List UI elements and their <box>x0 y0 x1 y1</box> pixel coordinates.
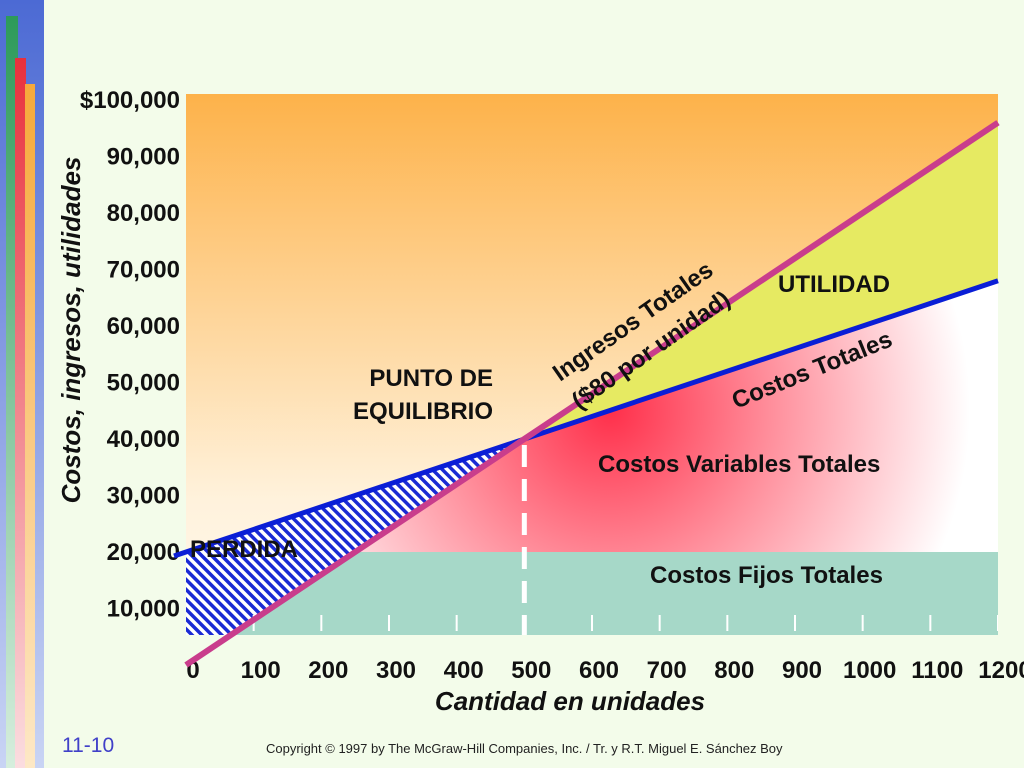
x-tick-label: 100 <box>241 657 281 684</box>
y-tick-label: 60,000 <box>107 313 180 340</box>
break-even-label-line1: PUNTO DE <box>369 365 493 392</box>
y-tick-label: 30,000 <box>107 483 180 510</box>
variable-costs-label: Costos Variables Totales <box>598 451 880 478</box>
loss-label: PERDIDA <box>190 536 298 563</box>
copyright-notice: Copyright © 1997 by The McGraw-Hill Comp… <box>266 741 783 756</box>
x-axis-title: Cantidad en unidades <box>435 686 705 716</box>
x-tick-label: 900 <box>782 657 822 684</box>
y-tick-label: 10,000 <box>107 596 180 623</box>
break-even-label-line2: EQUILIBRIO <box>353 398 493 425</box>
x-tick-label: 1100 <box>911 657 963 684</box>
x-tick-label: 700 <box>647 657 687 684</box>
x-tick-label: 600 <box>579 657 619 684</box>
x-tick-label: 300 <box>376 657 416 684</box>
y-tick-label: 50,000 <box>107 370 180 397</box>
fixed-costs-label: Costos Fijos Totales <box>650 562 883 589</box>
y-tick-label: 80,000 <box>107 200 180 227</box>
y-tick-label: 70,000 <box>107 257 180 284</box>
x-tick-label: 800 <box>714 657 754 684</box>
x-tick-label: 500 <box>511 657 551 684</box>
y-axis-title: Costos, ingresos, utilidades <box>56 157 86 504</box>
left-decorative-bars <box>0 0 44 768</box>
total-costs-line <box>173 278 999 559</box>
x-tick-label: 1200 <box>978 657 1024 684</box>
y-tick-label: 20,000 <box>107 539 180 566</box>
x-tick-label: 200 <box>308 657 348 684</box>
y-tick-label: $100,000 <box>80 87 180 114</box>
x-tick-label: 1000 <box>843 657 896 684</box>
loss-area <box>186 439 525 635</box>
total-revenue-line <box>184 120 1000 668</box>
y-tick-label: 40,000 <box>107 426 180 453</box>
x-tick-label: 400 <box>444 657 484 684</box>
profit-label: UTILIDAD <box>778 271 890 298</box>
y-tick-label: 90,000 <box>107 144 180 171</box>
slide-number: 11-10 <box>62 734 115 757</box>
